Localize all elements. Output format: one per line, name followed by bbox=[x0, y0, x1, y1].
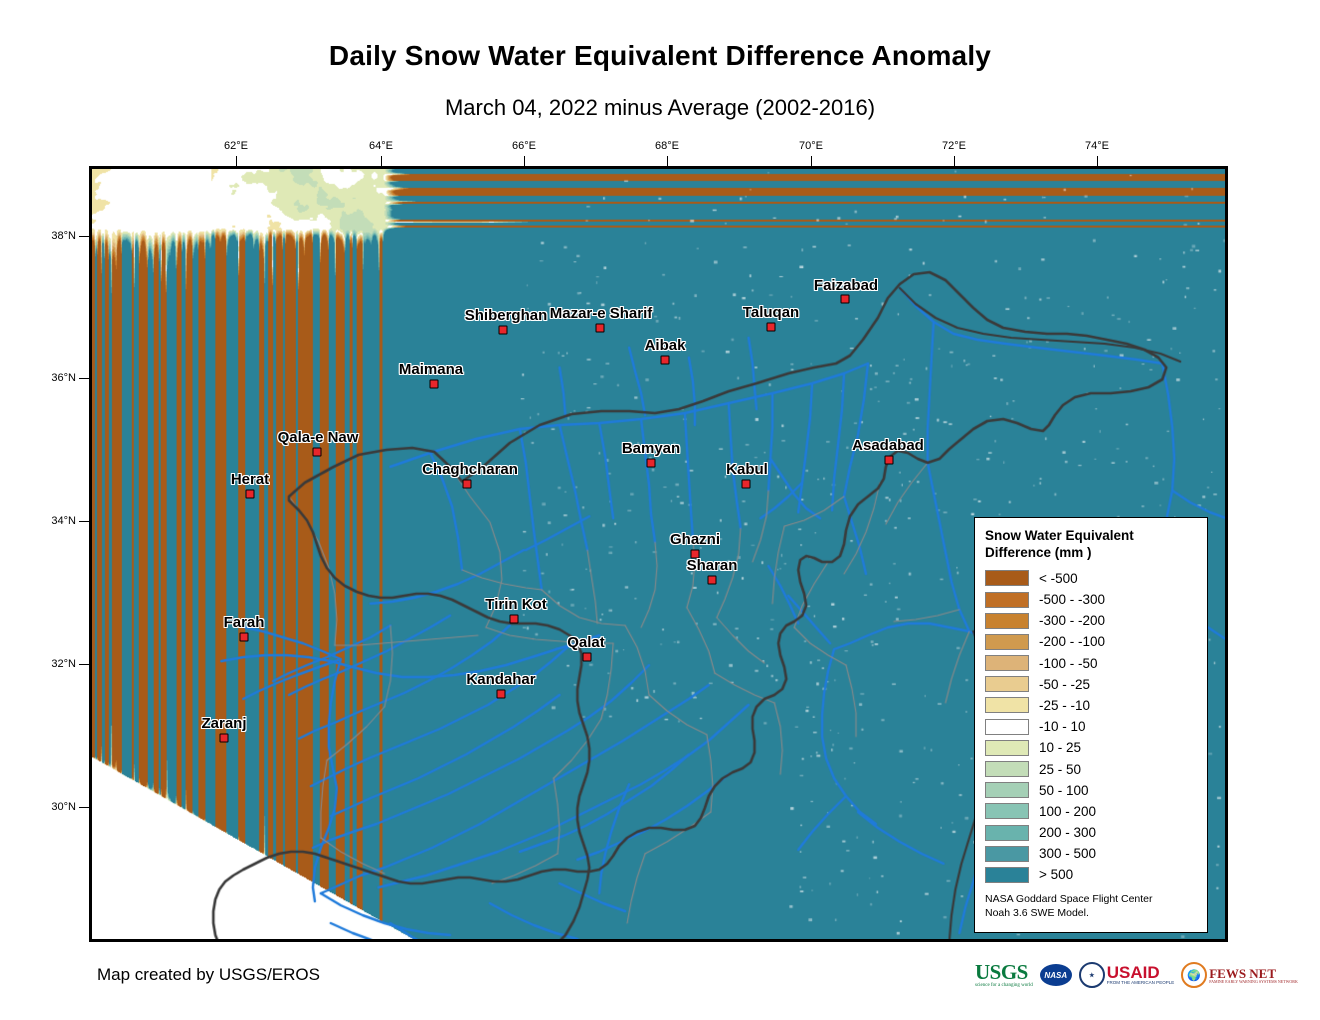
legend-entry: < -500 bbox=[983, 568, 1199, 589]
nasa-logo-text: NASA bbox=[1044, 970, 1068, 980]
legend-entry-label: -100 - -50 bbox=[1039, 655, 1098, 671]
legend-swatch bbox=[985, 845, 1029, 862]
legend-entry-label: 200 - 300 bbox=[1039, 825, 1097, 841]
legend-entry: 100 - 200 bbox=[983, 801, 1199, 822]
legend-swatch bbox=[985, 739, 1029, 756]
page-subtitle: March 04, 2022 minus Average (2002-2016) bbox=[444, 95, 876, 120]
legend-entry: -200 - -100 bbox=[983, 631, 1199, 652]
legend-entry: -10 - 10 bbox=[983, 716, 1199, 737]
legend-entry-label: 25 - 50 bbox=[1039, 761, 1082, 777]
legend-entry-label: 100 - 200 bbox=[1039, 803, 1097, 819]
legend-swatch bbox=[985, 570, 1029, 587]
lon-tick-mark bbox=[236, 156, 237, 166]
legend-entry: 300 - 500 bbox=[983, 843, 1199, 864]
lon-tick-label: 66°E bbox=[512, 140, 536, 152]
lat-tick-mark bbox=[79, 807, 89, 808]
usaid-seal-icon: ★ bbox=[1078, 962, 1105, 988]
legend-entry-label: 300 - 500 bbox=[1039, 846, 1097, 862]
fews-net-logo-sub: FAMINE EARLY WARNING SYSTEMS NETWORK bbox=[1209, 978, 1298, 984]
legend-swatch bbox=[985, 591, 1029, 608]
legend-panel: Snow Water Equivalent Difference (mm ) <… bbox=[974, 517, 1208, 933]
lat-tick-label: 36°N bbox=[51, 372, 76, 384]
lat-tick-label: 32°N bbox=[51, 658, 76, 670]
legend-swatch bbox=[985, 697, 1029, 714]
legend-entry-label: 10 - 25 bbox=[1039, 740, 1082, 756]
legend-credit-line2: Noah 3.6 SWE Model. bbox=[985, 906, 1089, 919]
legend-entry: 25 - 50 bbox=[983, 758, 1199, 779]
legend-entry-label: < -500 bbox=[1039, 570, 1078, 586]
agency-logos: USGS science for a changing world NASA ★… bbox=[975, 960, 1298, 990]
legend-entries: < -500 -500 - -300 -300 - -200 -200 - -100 -… bbox=[983, 568, 1199, 886]
lon-tick-label: 70°E bbox=[799, 140, 823, 152]
globe-icon: 🌍 bbox=[1181, 962, 1208, 988]
legend-entry-label: -500 - -300 bbox=[1039, 592, 1106, 608]
usaid-logo: ★ USAID FROM THE AMERICAN PEOPLE bbox=[1078, 960, 1175, 990]
legend-entry: > 500 bbox=[983, 864, 1199, 885]
lat-tick-label: 38°N bbox=[51, 230, 76, 242]
legend-entry-label: -10 - 10 bbox=[1039, 719, 1086, 735]
lon-tick-label: 64°E bbox=[369, 140, 393, 152]
lat-tick-mark bbox=[79, 521, 89, 522]
legend-entry-label: -300 - -200 bbox=[1039, 613, 1106, 629]
fews-net-logo: 🌍 FEWS NET FAMINE EARLY WARNING SYSTEMS … bbox=[1181, 960, 1298, 990]
legend-entry: -25 - -10 bbox=[983, 695, 1199, 716]
legend-entry: -500 - -300 bbox=[983, 589, 1199, 610]
lon-tick-mark bbox=[1097, 156, 1098, 166]
legend-entry: -100 - -50 bbox=[983, 653, 1199, 674]
footer-credit: Map created by USGS/EROS bbox=[97, 965, 320, 984]
legend-swatch bbox=[985, 718, 1029, 735]
legend-entry-label: > 500 bbox=[1039, 867, 1074, 883]
legend-title-line2: Difference (mm ) bbox=[985, 544, 1092, 560]
legend-entry-label: -50 - -25 bbox=[1039, 676, 1091, 692]
lon-tick-label: 74°E bbox=[1085, 140, 1109, 152]
legend-credit-line1: NASA Goddard Space Flight Center bbox=[985, 892, 1153, 905]
legend-entry: 10 - 25 bbox=[983, 737, 1199, 758]
usaid-logo-text: USAID bbox=[1106, 963, 1160, 983]
usaid-logo-sub: FROM THE AMERICAN PEOPLE bbox=[1106, 980, 1175, 986]
usgs-logo-text: USGS bbox=[975, 960, 1028, 984]
legend-entry: 200 - 300 bbox=[983, 822, 1199, 843]
fews-net-logo-text: FEWS NET bbox=[1209, 965, 1277, 981]
lon-tick-mark bbox=[667, 156, 668, 166]
legend-title: Snow Water Equivalent Difference (mm ) bbox=[985, 528, 1199, 562]
lat-tick-mark bbox=[79, 664, 89, 665]
lon-tick-mark bbox=[524, 156, 525, 166]
lon-tick-mark bbox=[381, 156, 382, 166]
legend-credit: NASA Goddard Space Flight Center Noah 3.… bbox=[985, 892, 1199, 920]
legend-swatch bbox=[985, 866, 1029, 883]
legend-entry: -50 - -25 bbox=[983, 674, 1199, 695]
lat-tick-label: 30°N bbox=[51, 801, 76, 813]
lon-tick-label: 68°E bbox=[655, 140, 679, 152]
legend-entry-label: -200 - -100 bbox=[1039, 634, 1106, 650]
legend-swatch bbox=[985, 761, 1029, 778]
legend-swatch bbox=[985, 612, 1029, 629]
legend-entry: -300 - -200 bbox=[983, 610, 1199, 631]
legend-title-line1: Snow Water Equivalent bbox=[985, 528, 1134, 543]
legend-entry-label: -25 - -10 bbox=[1039, 697, 1091, 713]
page-title: Daily Snow Water Equivalent Difference A… bbox=[328, 40, 992, 71]
nasa-logo: NASA bbox=[1039, 960, 1072, 990]
legend-entry: 50 - 100 bbox=[983, 780, 1199, 801]
usgs-logo: USGS science for a changing world bbox=[975, 960, 1033, 990]
usgs-logo-sub: science for a changing world bbox=[975, 983, 1033, 988]
legend-swatch bbox=[985, 782, 1029, 799]
lat-tick-mark bbox=[79, 236, 89, 237]
lon-tick-label: 62°E bbox=[224, 140, 248, 152]
legend-swatch bbox=[985, 655, 1029, 672]
legend-swatch bbox=[985, 803, 1029, 820]
legend-swatch bbox=[985, 633, 1029, 650]
legend-swatch bbox=[985, 676, 1029, 693]
lat-tick-mark bbox=[79, 378, 89, 379]
lon-tick-mark bbox=[954, 156, 955, 166]
lat-tick-label: 34°N bbox=[51, 515, 76, 527]
lon-tick-label: 72°E bbox=[942, 140, 966, 152]
lon-tick-mark bbox=[811, 156, 812, 166]
legend-swatch bbox=[985, 824, 1029, 841]
legend-entry-label: 50 - 100 bbox=[1039, 782, 1089, 798]
